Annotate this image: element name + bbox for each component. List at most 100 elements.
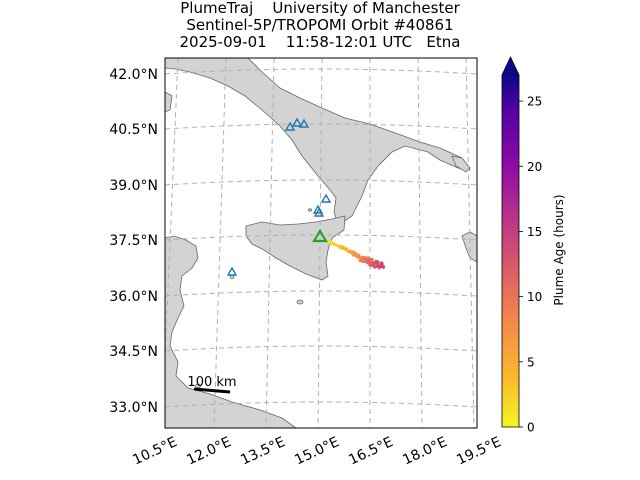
colorbar-tick-label: 10 [527, 290, 542, 304]
plume-pixel [344, 248, 347, 251]
plume-pixel [369, 264, 372, 267]
plume-pixel [353, 254, 356, 257]
plume-pixel [326, 240, 329, 243]
plume-pixel [362, 261, 365, 263]
plume-pixel [373, 266, 376, 269]
plume-pixel [378, 267, 381, 270]
title-line-2: Sentinel-5P/TROPOMI Orbit #40861 [186, 16, 454, 34]
land-north-africa [165, 235, 297, 428]
plume-pixel [365, 261, 368, 264]
colorbar-gradient [502, 75, 519, 427]
land-sardinia-edge [165, 91, 173, 113]
plume-pixel [380, 261, 383, 264]
colorbar-tick-label: 25 [527, 95, 542, 109]
colorbar: 0 5 10 15 20 25 Plume Age (hours) [501, 56, 566, 435]
plume-pixel [383, 265, 386, 268]
plume-pixel [349, 250, 352, 252]
plume-pixel [370, 258, 373, 261]
plume-pixel [363, 258, 366, 261]
plume-pixel [370, 261, 373, 264]
plume-pixel [366, 259, 369, 261]
plume-pixel [375, 264, 378, 267]
plume-pixel [330, 242, 333, 245]
plume-pixel [380, 264, 383, 267]
plume-pixel [375, 266, 378, 268]
plume-pixel [359, 259, 362, 262]
plume-pixel [377, 264, 379, 267]
lat-tick-label: 39.0°N [109, 178, 158, 194]
plume-pixel [368, 263, 371, 266]
plume-pixel [352, 253, 355, 255]
parallels [165, 68, 477, 408]
plume-pixel [356, 256, 359, 259]
plume-pixel [372, 262, 375, 265]
scale-bar-label: 100 km [187, 375, 236, 390]
plume-pixel [334, 243, 337, 246]
plume-pixel [372, 263, 375, 266]
plume-pixel [358, 253, 361, 256]
plume-pixel [362, 255, 365, 258]
plume-pixel [365, 258, 368, 261]
plume-pixel [362, 259, 365, 262]
lat-tick-label: 40.5°N [109, 122, 158, 138]
plume-pixel [375, 260, 378, 263]
lon-tick-label: 18.0°E [400, 434, 449, 468]
plume-pixel [340, 247, 343, 250]
plume-pixel [329, 241, 332, 244]
plume-pixel [381, 264, 384, 267]
plume-pixel [353, 251, 356, 254]
plume-pixel [354, 253, 357, 255]
plume-pixel [346, 250, 349, 253]
plume-pixel [361, 256, 364, 258]
triangle-icon [226, 266, 238, 276]
plume-pixel [332, 242, 335, 245]
triangle-icon [298, 118, 310, 128]
lat-tick-label: 42.0°N [109, 67, 158, 83]
plume-pixel [377, 263, 380, 265]
plume-pixel [368, 258, 371, 260]
scale-bar [193, 387, 231, 394]
plume-pixels [325, 239, 386, 270]
triangle-icon [320, 193, 332, 203]
lat-tick-label: 36.0°N [109, 289, 158, 305]
triangle-icon [312, 228, 328, 243]
meridians [165, 58, 475, 428]
triangle-icon [291, 117, 303, 127]
plume-pixel [358, 256, 361, 258]
plume-pixel [339, 245, 342, 248]
lon-tick-label: 19.5°E [454, 434, 503, 468]
plume-pixel [367, 257, 370, 260]
plume-pixel [365, 259, 368, 262]
lon-tick-label: 16.5°E [346, 434, 395, 468]
lat-tick-label: 37.5°N [109, 233, 158, 249]
colorbar-tick-label: 15 [527, 225, 542, 239]
plume-pixel [336, 244, 339, 247]
plume-pixel [361, 258, 364, 261]
plume-pixel [363, 257, 366, 260]
title-line-1: PlumeTraj University of Manchester [180, 0, 460, 17]
lon-tick-label: 15.0°E [292, 434, 341, 468]
colorbar-label: Plume Age (hours) [552, 194, 566, 305]
plume-pixel [342, 245, 345, 248]
colorbar-ticks: 0 5 10 15 20 25 [519, 95, 542, 435]
longitude-labels: 10.5°E 12.0°E 13.5°E 15.0°E 16.5°E 18.0°… [130, 434, 503, 468]
plume-pixel [371, 263, 373, 265]
colorbar-extend-arrow [502, 57, 519, 75]
plume-pixel [371, 261, 374, 264]
land-italy-mainland [165, 58, 471, 225]
plume-pixel [376, 261, 379, 264]
plume-pixel [361, 260, 363, 263]
plume-pixel [327, 241, 330, 244]
land-malta [296, 299, 304, 305]
land-pantelleria [229, 275, 235, 279]
plume-pixel [376, 260, 379, 263]
colorbar-tick-label: 0 [527, 421, 535, 435]
lat-tick-label: 33.0°N [109, 400, 158, 416]
other-volcano-markers [226, 117, 332, 276]
lon-tick-label: 13.5°E [238, 434, 287, 468]
plume-pixel [372, 261, 375, 264]
title-line-3: 2025-09-01 11:58-12:01 UTC Etna [179, 33, 461, 51]
triangle-icon [313, 207, 325, 217]
plume-pixel [343, 246, 346, 249]
plume-pixel [372, 265, 375, 268]
